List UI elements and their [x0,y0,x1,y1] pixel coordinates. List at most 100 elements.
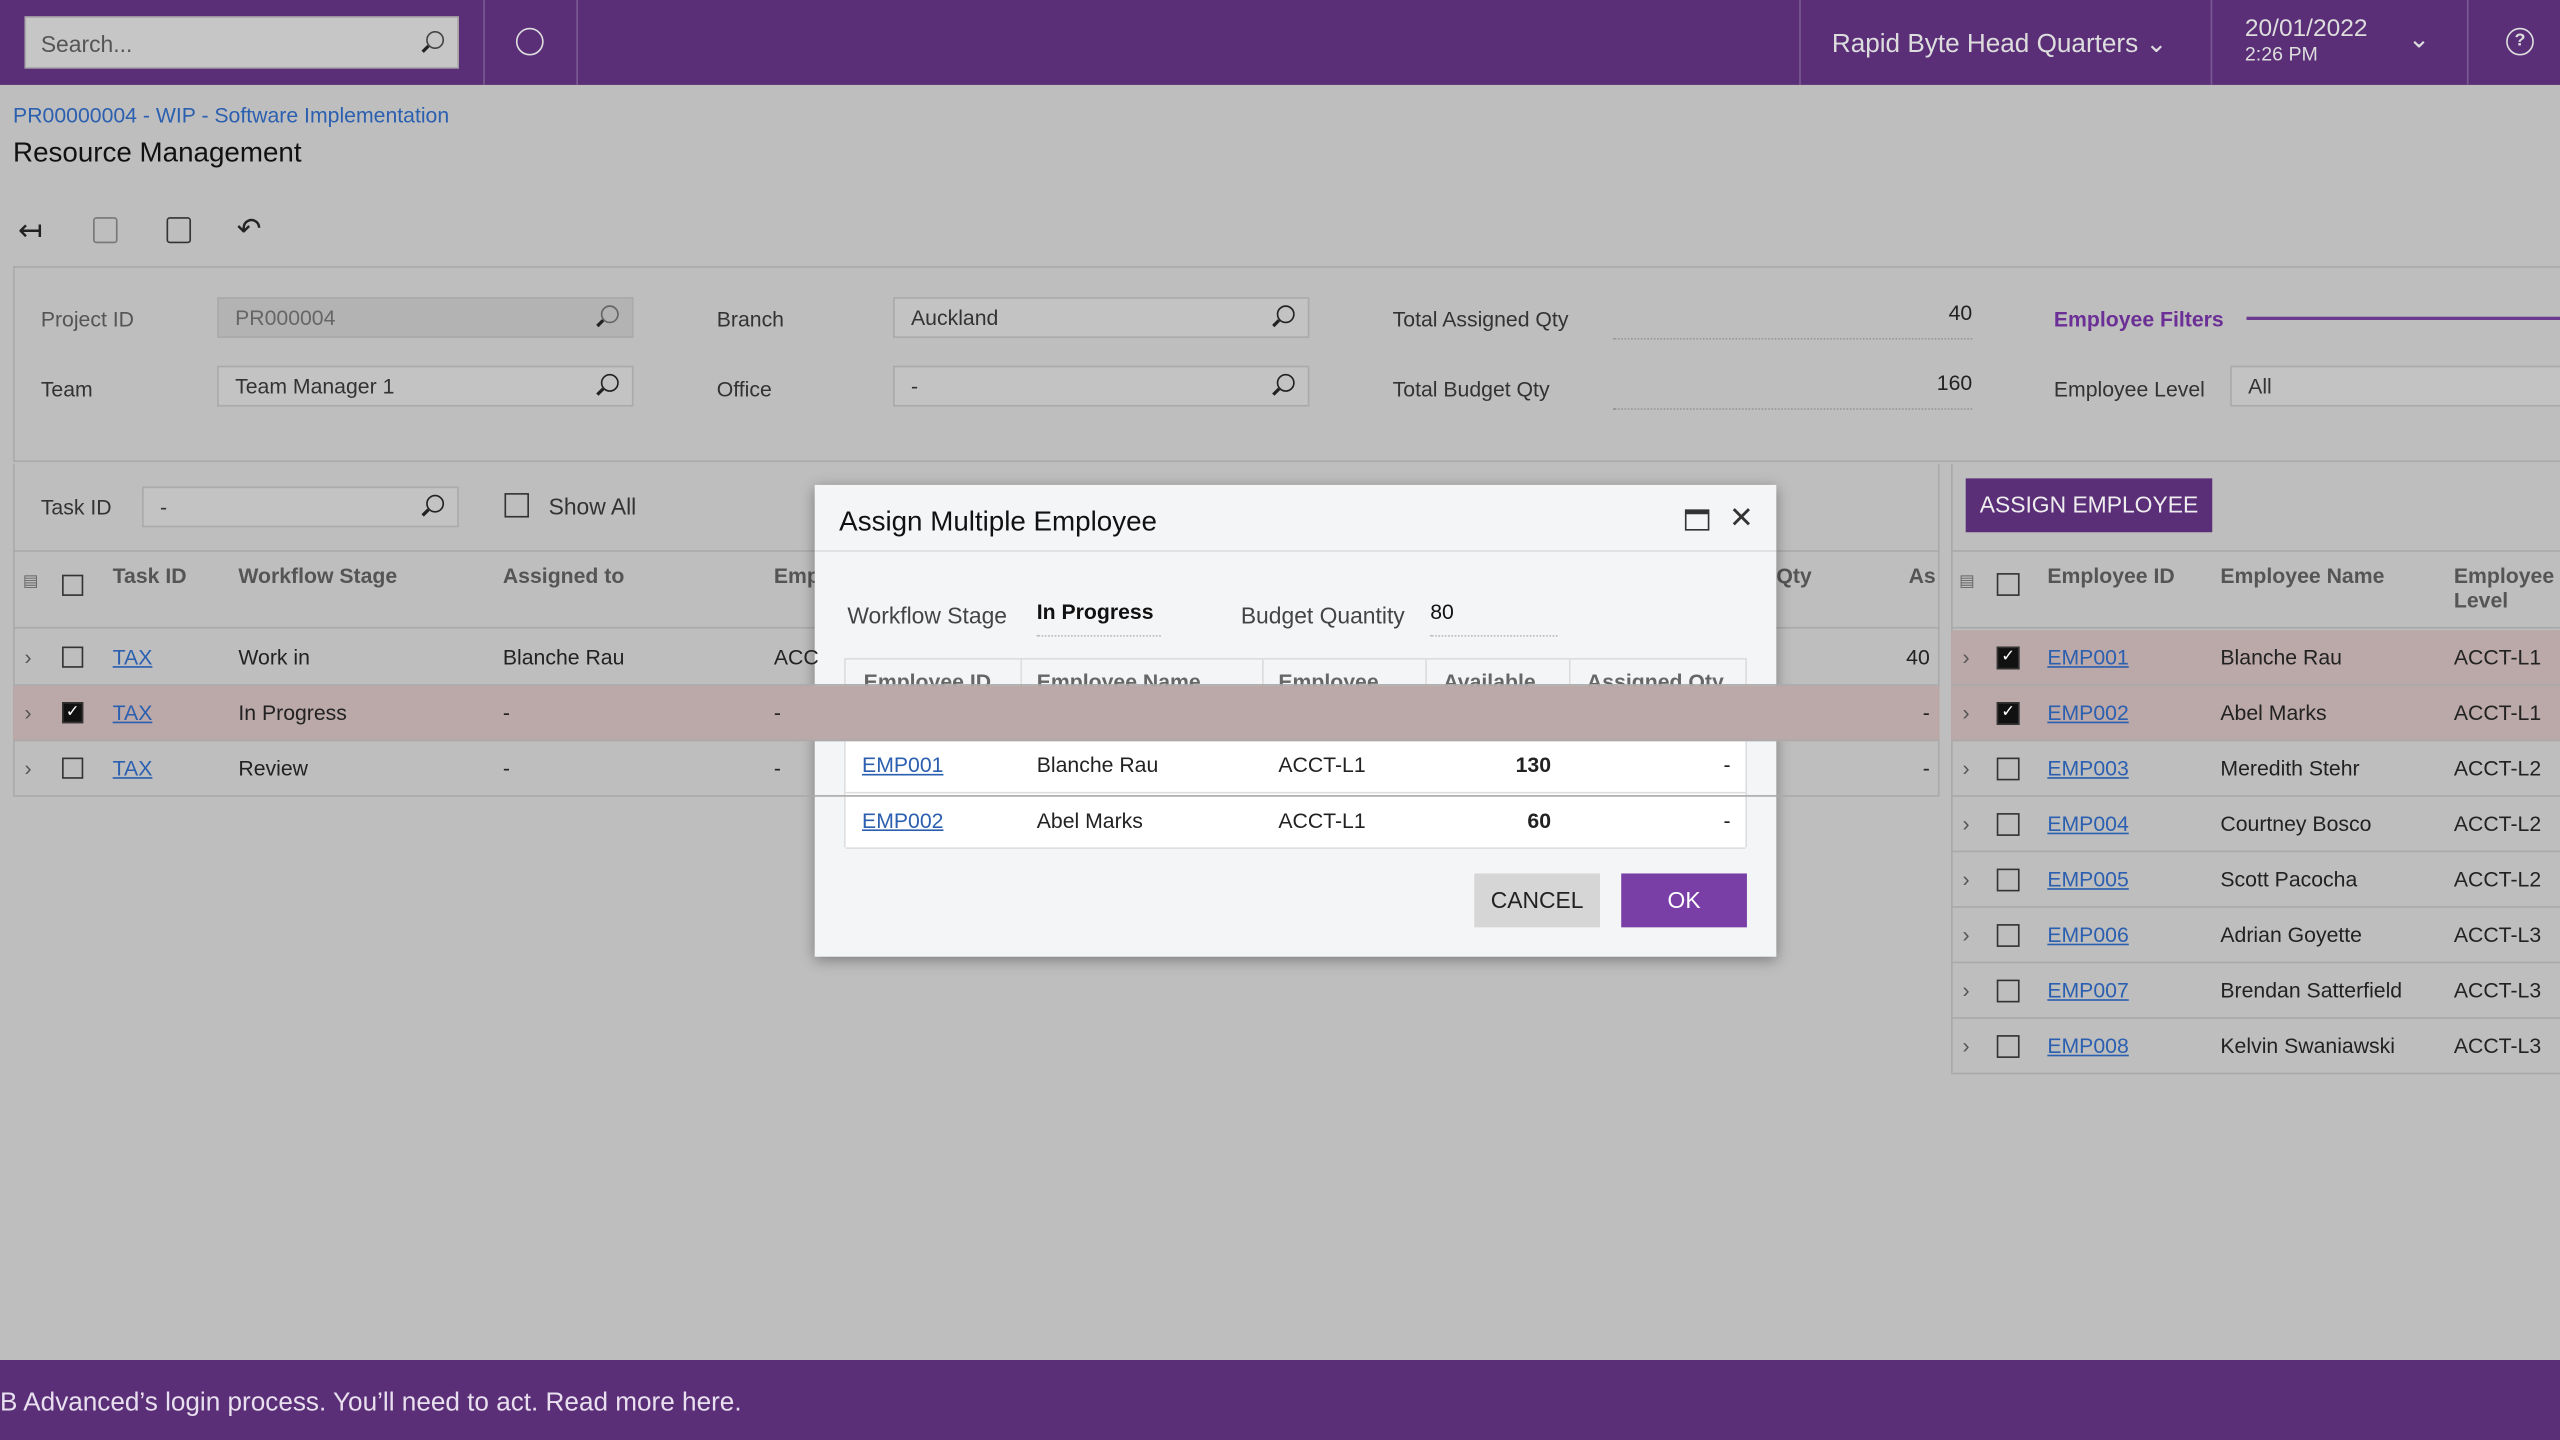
expand-chevron-icon[interactable]: › [1962,922,1970,947]
task-id-filter-field[interactable]: - [142,486,459,528]
total-assigned-value: 40 [1613,300,1973,340]
ok-button[interactable]: OK [1621,873,1747,928]
employee-id-link[interactable]: EMP003 [2047,755,2129,781]
header-assigned[interactable]: As [1908,563,1936,588]
task-row[interactable]: › TAX Work in Blanche Rau ACC 40 [13,630,1940,686]
expand-chevron-icon[interactable]: › [1962,644,1970,670]
undo-icon[interactable]: ↶ [236,212,262,245]
search-placeholder: Search... [40,31,133,58]
employee-row[interactable]: › EMP004 Courtney Bosco ACCT-L2 [1951,797,2560,853]
task-row[interactable]: › TAX Review - - - [13,741,1940,797]
row-checkbox[interactable] [1996,924,2020,947]
assigned-qty-input[interactable]: - [1723,752,1731,778]
search-icon[interactable] [1276,373,1295,392]
expand-chevron-icon[interactable]: › [1962,866,1970,892]
chevron-down-icon[interactable]: ⌄ [2408,26,2431,54]
column-settings-icon[interactable]: ▤ [1959,573,1975,592]
row-checkbox[interactable] [1996,1035,2020,1058]
history-clock-icon[interactable] [515,27,544,56]
employee-name-cell: Blanche Rau [1036,752,1159,778]
employee-id-link[interactable]: EMP004 [2047,811,2129,836]
column-settings-icon[interactable]: ▤ [22,573,39,592]
expand-chevron-icon[interactable]: › [24,755,32,781]
company-selector[interactable]: Rapid Byte Head Quarters ⌄ [1832,28,2168,61]
row-checkbox[interactable] [1996,757,2020,781]
cancel-button[interactable]: CANCEL [1474,873,1600,928]
breadcrumb[interactable]: PR00000004 - WIP - Software Implementati… [13,102,450,128]
header-employee-level[interactable]: Employee Level [2453,563,2555,613]
project-id-value: PR000004 [235,305,336,330]
row-checkbox[interactable]: ✓ [1996,702,2020,725]
maximize-icon[interactable] [1684,509,1710,531]
search-icon[interactable] [426,31,445,49]
employee-row[interactable]: › EMP008 Kelvin Swaniawski ACCT-L3 [1951,1019,2560,1075]
team-field[interactable]: Team Manager 1 [217,365,634,407]
close-icon[interactable]: ✕ [1728,501,1754,534]
search-icon[interactable] [600,373,619,392]
header-workflow-stage[interactable]: Workflow Stage [238,563,398,588]
employee-id-link[interactable]: EMP008 [2047,1033,2129,1058]
expand-chevron-icon[interactable]: › [1962,977,1970,1003]
employee-row[interactable]: › EMP007 Brendan Satterfield ACCT-L3 [1951,963,2560,1019]
header-assigned-to[interactable]: Assigned to [502,563,625,588]
row-checkbox[interactable] [1996,979,2020,1003]
employee-id-link[interactable]: EMP002 [862,808,944,833]
row-checkbox[interactable] [1996,868,2020,892]
expand-chevron-icon[interactable]: › [1962,811,1970,836]
task-row[interactable]: › ✓ TAX In Progress - - - [13,685,1940,742]
employee-id-link[interactable]: EMP001 [862,752,944,778]
assigned-qty-input[interactable]: - [1723,808,1731,833]
employee-id-link[interactable]: EMP001 [2047,644,2129,670]
header-employee-id[interactable]: Employee ID [2047,563,2175,588]
branch-field[interactable]: Auckland [893,297,1310,338]
select-all-checkbox[interactable] [1996,573,2020,596]
select-all-checkbox[interactable] [62,574,84,596]
page-title: Resource Management [13,137,302,169]
task-id-link[interactable]: TAX [112,700,153,725]
expand-chevron-icon[interactable]: › [1962,755,1970,781]
show-all-checkbox[interactable] [504,493,529,518]
expand-chevron-icon[interactable]: › [1962,700,1970,725]
task-id-link[interactable]: TAX [112,644,153,670]
notification-banner[interactable]: B Advanced’s login process. You’ll need … [0,1359,2560,1440]
expand-chevron-icon[interactable]: › [24,644,32,670]
employee-id-link[interactable]: EMP005 [2047,866,2129,892]
expand-chevron-icon[interactable]: › [24,700,32,725]
row-checkbox[interactable] [1996,813,2020,836]
date-selector[interactable]: 20/01/2022 2:26 PM [2245,15,2368,66]
search-input[interactable]: Search... [24,16,459,69]
row-checkbox[interactable] [62,757,84,779]
employee-row[interactable]: › EMP006 Adrian Goyette ACCT-L3 [1951,908,2560,964]
divider [576,0,578,85]
available-hours-cell: 130 [1515,752,1552,778]
row-checkbox[interactable]: ✓ [62,702,84,724]
task-id-link[interactable]: TAX [112,755,153,781]
search-icon[interactable] [1276,305,1295,324]
search-icon[interactable] [426,494,445,513]
form-panel [13,266,2560,463]
office-field[interactable]: - [893,365,1310,407]
save-icon[interactable] [166,217,192,244]
back-icon[interactable]: ↤ [17,213,43,247]
header-employee[interactable]: Emp [773,563,820,588]
employee-row[interactable]: › ✓ EMP002 Abel Marks ACCT-L1 [1951,685,2560,742]
header-qty[interactable]: Qty [1776,563,1812,588]
employee-id-link[interactable]: EMP006 [2047,922,2129,947]
top-bar: Search... Rapid Byte Head Quarters ⌄ 20/… [0,0,2560,85]
save-draft-icon[interactable] [93,217,118,244]
search-icon[interactable] [600,305,619,324]
row-checkbox[interactable]: ✓ [1996,646,2020,670]
employee-id-link[interactable]: EMP002 [2047,700,2129,725]
employee-row[interactable]: › ✓ EMP001 Blanche Rau ACCT-L1 [1951,630,2560,686]
employee-id-link[interactable]: EMP007 [2047,977,2129,1003]
employee-row[interactable]: › EMP003 Meredith Stehr ACCT-L2 [1951,741,2560,797]
help-icon[interactable]: ? [2506,27,2534,56]
row-checkbox[interactable] [62,646,84,668]
header-employee-name[interactable]: Employee Name [2220,563,2385,588]
employee-level-select[interactable]: All [2230,365,2560,407]
employee-row[interactable]: › EMP005 Scott Pacocha ACCT-L2 [1951,852,2560,908]
expand-chevron-icon[interactable]: › [1962,1033,1970,1058]
assign-employee-button[interactable]: ASSIGN EMPLOYEE [1965,478,2213,533]
project-id-field[interactable]: PR000004 [217,297,634,338]
header-task-id[interactable]: Task ID [112,563,187,588]
